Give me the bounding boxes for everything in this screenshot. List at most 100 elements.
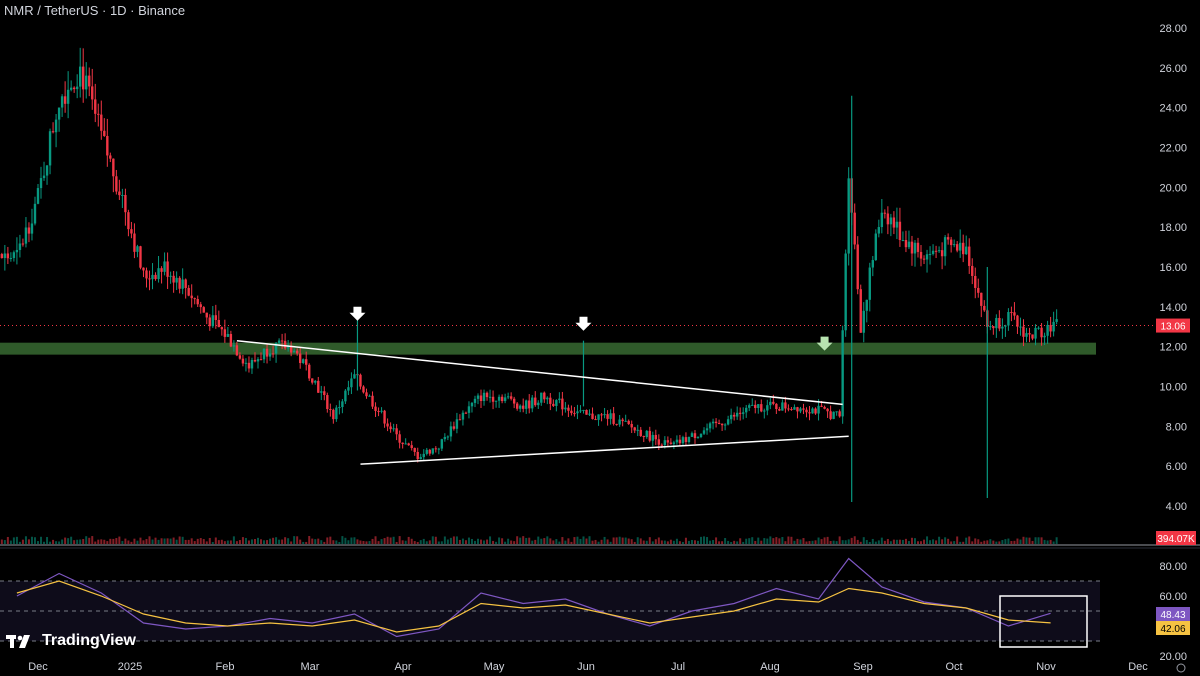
- candle-body: [675, 439, 679, 443]
- price-tick-label: 16.00: [1159, 262, 1187, 274]
- candle-body: [790, 409, 793, 411]
- volume-bar: [1040, 537, 1043, 544]
- candle-body: [54, 119, 58, 133]
- candle-body: [778, 409, 781, 411]
- volume-bar: [715, 537, 718, 544]
- volume-bar: [410, 538, 413, 544]
- candle-body: [362, 386, 365, 393]
- price-tick-label: 20.00: [1159, 182, 1187, 194]
- volume-bar: [302, 541, 305, 544]
- candle-body: [404, 443, 407, 445]
- volume-bar: [684, 537, 687, 544]
- trendlines-layer: [236, 339, 849, 465]
- candle-body: [1052, 321, 1055, 332]
- volume-bar: [868, 541, 871, 544]
- candle-body: [145, 270, 148, 279]
- price-tick-label: 24.00: [1159, 103, 1187, 115]
- candle-body: [455, 419, 459, 429]
- candle-body: [531, 397, 534, 409]
- volume-bar: [907, 541, 910, 544]
- candle-body: [172, 275, 175, 283]
- tradingview-logo-text: TradingView: [42, 632, 136, 649]
- volume-bar: [52, 539, 55, 544]
- time-axis-label: Sep: [853, 661, 873, 673]
- volume-bar: [356, 539, 359, 544]
- candle-body: [302, 359, 305, 363]
- candle-body: [1043, 335, 1046, 338]
- volume-bar: [983, 540, 986, 544]
- volume-bar: [419, 540, 422, 544]
- candle-body: [1037, 327, 1040, 329]
- volume-bar: [130, 541, 133, 544]
- volume-bar: [956, 536, 959, 544]
- candle-body: [482, 392, 486, 402]
- time-axis-label: May: [484, 661, 505, 673]
- volume-bar: [320, 540, 323, 544]
- volume-bar: [793, 540, 796, 544]
- volume-bar: [549, 538, 552, 544]
- volume-bar: [932, 539, 935, 544]
- candle-body: [666, 440, 670, 443]
- candle-body: [835, 411, 838, 413]
- volume-bar: [115, 538, 118, 544]
- volume-bar: [181, 536, 184, 544]
- volume-bar: [814, 540, 817, 544]
- candle-body: [274, 342, 278, 354]
- candle-body: [142, 267, 145, 271]
- volume-bar: [874, 541, 877, 544]
- candle-body: [781, 402, 784, 411]
- volume-bar: [507, 538, 510, 544]
- candle-body: [772, 401, 775, 404]
- volume-bar: [826, 536, 829, 544]
- candle-body: [748, 405, 751, 408]
- volume-bar: [404, 540, 407, 544]
- candle-body: [259, 359, 263, 361]
- candle-body: [115, 176, 118, 192]
- volume-bar: [1019, 539, 1022, 544]
- candle-body: [238, 355, 242, 359]
- candle-body: [949, 239, 953, 246]
- candle-body: [654, 434, 658, 440]
- volume-bar: [805, 541, 808, 544]
- candle-body: [624, 420, 627, 422]
- volume-bar: [920, 541, 923, 544]
- candle-body: [72, 87, 76, 90]
- rsi-tick-label: 60.00: [1159, 591, 1187, 603]
- volume-bar: [941, 539, 944, 544]
- volume-bar: [1034, 537, 1037, 544]
- candle-body: [636, 429, 639, 431]
- candle-body: [808, 412, 811, 414]
- candle-body: [723, 424, 727, 426]
- volume-bar: [904, 538, 907, 544]
- volume-bar: [160, 538, 163, 544]
- volume-bar: [525, 537, 528, 544]
- time-axis-label: Oct: [945, 661, 962, 673]
- candle-body: [820, 405, 823, 407]
- volume-bar: [46, 537, 49, 544]
- candle-body: [1016, 315, 1019, 327]
- volume-bar: [437, 541, 440, 544]
- volume-bar: [431, 536, 434, 544]
- volume-bar: [281, 539, 284, 544]
- candle-body: [497, 396, 501, 401]
- volume-bar: [27, 539, 30, 544]
- volume-bar: [266, 540, 269, 544]
- volume-bar: [989, 539, 992, 544]
- candle-body: [865, 299, 868, 311]
- candle-body: [952, 244, 956, 246]
- volume-bar: [15, 536, 18, 544]
- candle-body: [1007, 312, 1010, 326]
- support-zone: [0, 342, 1096, 355]
- candle-body: [669, 442, 673, 444]
- volume-bar: [247, 540, 250, 544]
- volume-bar: [627, 538, 630, 544]
- candle-body: [711, 421, 715, 424]
- volume-bar: [422, 538, 425, 544]
- candle-body: [573, 413, 576, 415]
- volume-bar: [923, 539, 926, 544]
- candle-body: [437, 448, 441, 450]
- volume-bar: [407, 536, 410, 544]
- candle-body: [169, 275, 172, 277]
- volume-bar: [260, 539, 263, 544]
